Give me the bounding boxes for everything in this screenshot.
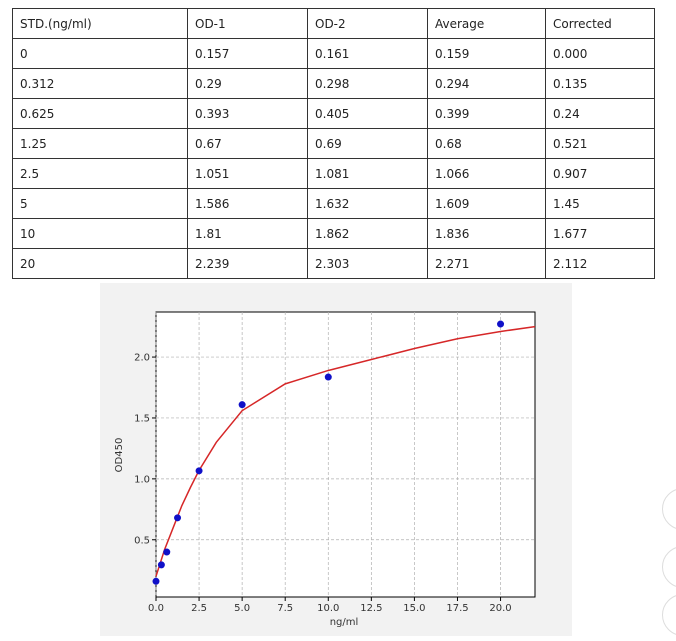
x-tick-label: 12.5 bbox=[360, 603, 382, 614]
side-button[interactable] bbox=[662, 594, 676, 636]
table-row: 0 0.157 0.161 0.159 0.000 bbox=[12, 38, 655, 69]
table-cell: 0.67 bbox=[187, 128, 308, 159]
table-cell: 0.907 bbox=[545, 158, 655, 189]
table-cell: 0.393 bbox=[187, 98, 308, 129]
x-tick-label: 17.5 bbox=[446, 603, 468, 614]
data-table: STD.(ng/ml) OD-1 OD-2 Average Corrected 0 0.15… bbox=[12, 8, 655, 279]
table-cell: 2.239 bbox=[187, 248, 308, 279]
x-tick-label: 10.0 bbox=[317, 603, 339, 614]
table-cell: Corrected bbox=[545, 8, 655, 39]
table-row: 5 1.586 1.632 1.609 1.45 bbox=[12, 188, 655, 219]
table-cell: 2.271 bbox=[427, 248, 546, 279]
x-tick-label: 2.5 bbox=[191, 603, 207, 614]
y-tick-label: 2.0 bbox=[134, 353, 150, 364]
data-point bbox=[174, 514, 182, 522]
table-cell: 0.312 bbox=[12, 68, 188, 99]
y-tick-label: 0.5 bbox=[134, 535, 150, 546]
table-cell: 1.25 bbox=[12, 128, 188, 159]
table-cell: 0.161 bbox=[307, 38, 428, 69]
x-tick-label: 15.0 bbox=[403, 603, 425, 614]
data-point bbox=[324, 373, 332, 381]
table-cell: 0.625 bbox=[12, 98, 188, 129]
table-cell: 0 bbox=[12, 38, 188, 69]
x-tick-label: 20.0 bbox=[489, 603, 511, 614]
plot-area bbox=[155, 311, 536, 598]
table-cell: Average bbox=[427, 8, 546, 39]
table-cell: 0.298 bbox=[307, 68, 428, 99]
table-cell: 1.051 bbox=[187, 158, 308, 189]
table-cell: 0.294 bbox=[427, 68, 546, 99]
table-row: STD.(ng/ml) OD-1 OD-2 Average Corrected bbox=[12, 8, 655, 39]
table-cell: 1.862 bbox=[307, 218, 428, 249]
table-row: 2.5 1.051 1.081 1.066 0.907 bbox=[12, 158, 655, 189]
table-cell: 0.521 bbox=[545, 128, 655, 159]
table-cell: 1.632 bbox=[307, 188, 428, 219]
table-row: 0.625 0.393 0.405 0.399 0.24 bbox=[12, 98, 655, 129]
table-cell: 1.586 bbox=[187, 188, 308, 219]
table-cell: 0.69 bbox=[307, 128, 428, 159]
table-cell: 0.399 bbox=[427, 98, 546, 129]
x-tick-label: 5.0 bbox=[234, 603, 250, 614]
table-cell: 0.68 bbox=[427, 128, 546, 159]
table-cell: 1.677 bbox=[545, 218, 655, 249]
data-point bbox=[238, 401, 246, 409]
table-cell: 1.81 bbox=[187, 218, 308, 249]
table-cell: 1.836 bbox=[427, 218, 546, 249]
table-cell: 2.112 bbox=[545, 248, 655, 279]
x-axis-label: ng/ml bbox=[330, 617, 359, 628]
x-tick-label: 7.5 bbox=[277, 603, 293, 614]
table-cell: OD-1 bbox=[187, 8, 308, 39]
data-point bbox=[152, 577, 160, 585]
data-point bbox=[157, 561, 165, 569]
data-point bbox=[497, 320, 505, 328]
table-row: 20 2.239 2.303 2.271 2.112 bbox=[12, 248, 655, 279]
table-cell: 2.303 bbox=[307, 248, 428, 279]
y-tick-label: 1.5 bbox=[134, 413, 150, 424]
table-cell: 10 bbox=[12, 218, 188, 249]
table-cell: 1.066 bbox=[427, 158, 546, 189]
data-point bbox=[163, 548, 171, 556]
table-cell: 0.159 bbox=[427, 38, 546, 69]
y-axis-label: OD450 bbox=[114, 438, 125, 473]
table-cell: 20 bbox=[12, 248, 188, 279]
table-cell: 0.135 bbox=[545, 68, 655, 99]
y-tick-label: 1.0 bbox=[134, 474, 150, 485]
table-cell: 0.405 bbox=[307, 98, 428, 129]
table-cell: 1.081 bbox=[307, 158, 428, 189]
table-cell: 1.45 bbox=[545, 188, 655, 219]
table-cell: 2.5 bbox=[12, 158, 188, 189]
table-cell: 0.24 bbox=[545, 98, 655, 129]
table-cell: STD.(ng/ml) bbox=[12, 8, 188, 39]
table-row: 0.312 0.29 0.298 0.294 0.135 bbox=[12, 68, 655, 99]
table-cell: 0.29 bbox=[187, 68, 308, 99]
table-cell: OD-2 bbox=[307, 8, 428, 39]
x-tick-label: 0.0 bbox=[148, 603, 164, 614]
table-cell: 0.157 bbox=[187, 38, 308, 69]
table-cell: 1.609 bbox=[427, 188, 546, 219]
data-point bbox=[195, 467, 203, 475]
chart: ng/ml OD450 0.0 2.5 5.0 7.5 10.0 12.5 15.0 17.5… bbox=[100, 283, 572, 636]
table-cell: 5 bbox=[12, 188, 188, 219]
table-row: 1.25 0.67 0.69 0.68 0.521 bbox=[12, 128, 655, 159]
table-cell: 0.000 bbox=[545, 38, 655, 69]
side-button[interactable] bbox=[662, 488, 676, 530]
side-button[interactable] bbox=[662, 546, 676, 588]
table-row: 10 1.81 1.862 1.836 1.677 bbox=[12, 218, 655, 249]
